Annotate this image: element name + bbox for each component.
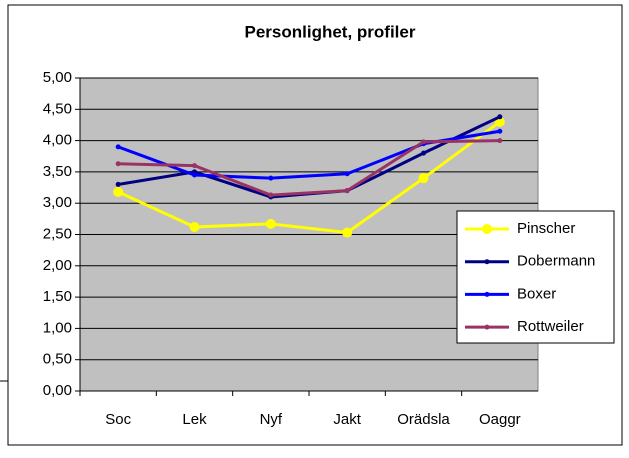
point-marker [189,221,200,232]
y-tick-label: 3,00 [43,194,72,211]
series-line [117,120,501,235]
x-tick-label: Oaggr [479,411,521,428]
y-tick-label: 1,50 [43,288,72,305]
point-marker [342,227,353,238]
point-marker [344,188,350,194]
point-marker [265,218,276,229]
point-marker [497,114,503,120]
y-tick-label: 2,00 [43,257,72,274]
legend-label: Pinscher [517,220,575,237]
point-marker [115,161,121,167]
chart-title: Personlighet, profiler [245,22,416,41]
legend-marker [484,259,490,265]
point-marker [115,181,121,187]
x-tick-label: Orädsla [397,411,450,428]
point-marker [192,163,197,169]
y-tick-label: 2,50 [43,225,72,242]
point-marker [344,171,350,177]
point-marker [268,192,274,198]
point-marker [192,172,197,178]
point-marker [113,186,124,197]
y-tick-label: 1,00 [43,319,72,336]
point-marker [421,150,426,156]
legend-marker [484,324,490,330]
point-marker [497,138,503,144]
point-marker [115,144,121,150]
point-marker [268,175,274,181]
y-tick-label: 3,50 [43,163,72,180]
x-tick-label: Jakt [333,411,361,428]
y-tick-label: 5,00 [43,69,72,86]
y-tick-label: 0,50 [43,351,72,368]
x-tick-label: Nyf [260,411,283,428]
x-tick-label: Lek [182,411,207,428]
point-marker [418,173,429,184]
legend-marker [484,291,490,297]
y-tick-label: 4,50 [43,100,72,117]
legend-label: Rottweiler [517,318,584,335]
point-marker [497,128,503,134]
legend-label: Dobermann [517,253,595,270]
point-marker [421,139,426,145]
series-line [118,139,500,197]
y-tick-label: 4,00 [43,132,72,149]
legend [456,210,615,344]
x-tick-label: Soc [105,411,131,428]
legend-label: Boxer [517,285,556,302]
legend-marker [482,224,492,234]
y-tick-label: 0,00 [43,382,72,399]
